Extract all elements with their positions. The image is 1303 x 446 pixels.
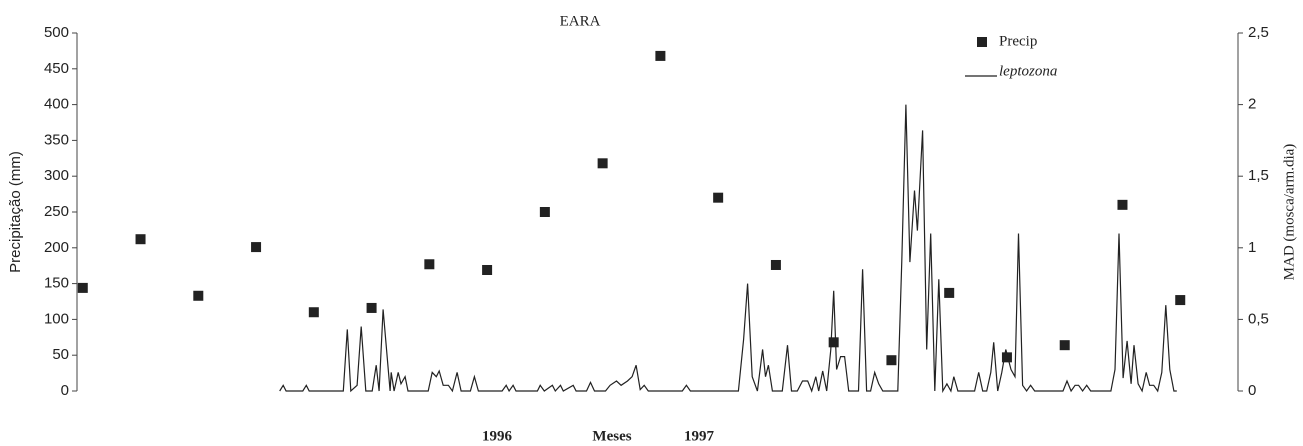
precip-point — [713, 192, 724, 203]
precip-point — [1059, 340, 1070, 351]
precip-point — [308, 307, 319, 318]
precip-point — [655, 50, 666, 61]
legend-label: leptozona — [999, 63, 1057, 79]
line-series — [279, 104, 1177, 394]
y-tick-label: 100 — [44, 310, 69, 327]
y2-tick-label: 1,5 — [1248, 167, 1269, 184]
precip-point — [770, 259, 781, 270]
legend-marker — [977, 37, 987, 47]
y2-tick-label: 2,5 — [1248, 24, 1269, 41]
y-tick-label: 300 — [44, 167, 69, 184]
precip-point — [135, 234, 146, 245]
y-tick-label: 50 — [52, 346, 69, 363]
precip-point — [1001, 352, 1012, 363]
y-tick-label: 200 — [44, 239, 69, 256]
precip-point — [828, 337, 839, 348]
precip-point — [251, 242, 262, 253]
y-tick-label: 500 — [44, 24, 69, 41]
chart-title: EARA — [560, 13, 601, 29]
precip-point — [366, 302, 377, 313]
precip-point — [77, 282, 88, 293]
y2-tick-label: 2 — [1248, 96, 1256, 113]
y-tick-label: 350 — [44, 131, 69, 148]
y-tick-label: 400 — [44, 96, 69, 113]
y-axis-label: Precipitação (mm) — [7, 151, 24, 273]
annotation: 1997 — [684, 428, 715, 444]
y2-axis-label: MAD (mosca/arm.dia) — [1281, 144, 1297, 281]
y-tick-label: 150 — [44, 275, 69, 292]
precip-point — [944, 287, 955, 298]
precip-point — [597, 158, 608, 169]
precip-point — [539, 207, 550, 217]
precip-point — [1117, 199, 1128, 210]
y-tick-label: 450 — [44, 60, 69, 77]
y2-tick-label: 1 — [1248, 239, 1256, 256]
precip-point — [482, 264, 493, 275]
precip-point — [1175, 295, 1186, 306]
y-tick-label: 0 — [61, 382, 69, 399]
legend-label: Precip — [999, 33, 1037, 49]
annotation: Meses — [592, 428, 631, 444]
y2-tick-label: 0,5 — [1248, 310, 1269, 327]
annotation: 1996 — [482, 428, 513, 444]
precip-point — [424, 259, 435, 270]
precip-point — [193, 290, 204, 301]
y-tick-label: 250 — [44, 203, 69, 220]
precip-point — [886, 355, 897, 366]
y2-tick-label: 0 — [1248, 382, 1256, 399]
